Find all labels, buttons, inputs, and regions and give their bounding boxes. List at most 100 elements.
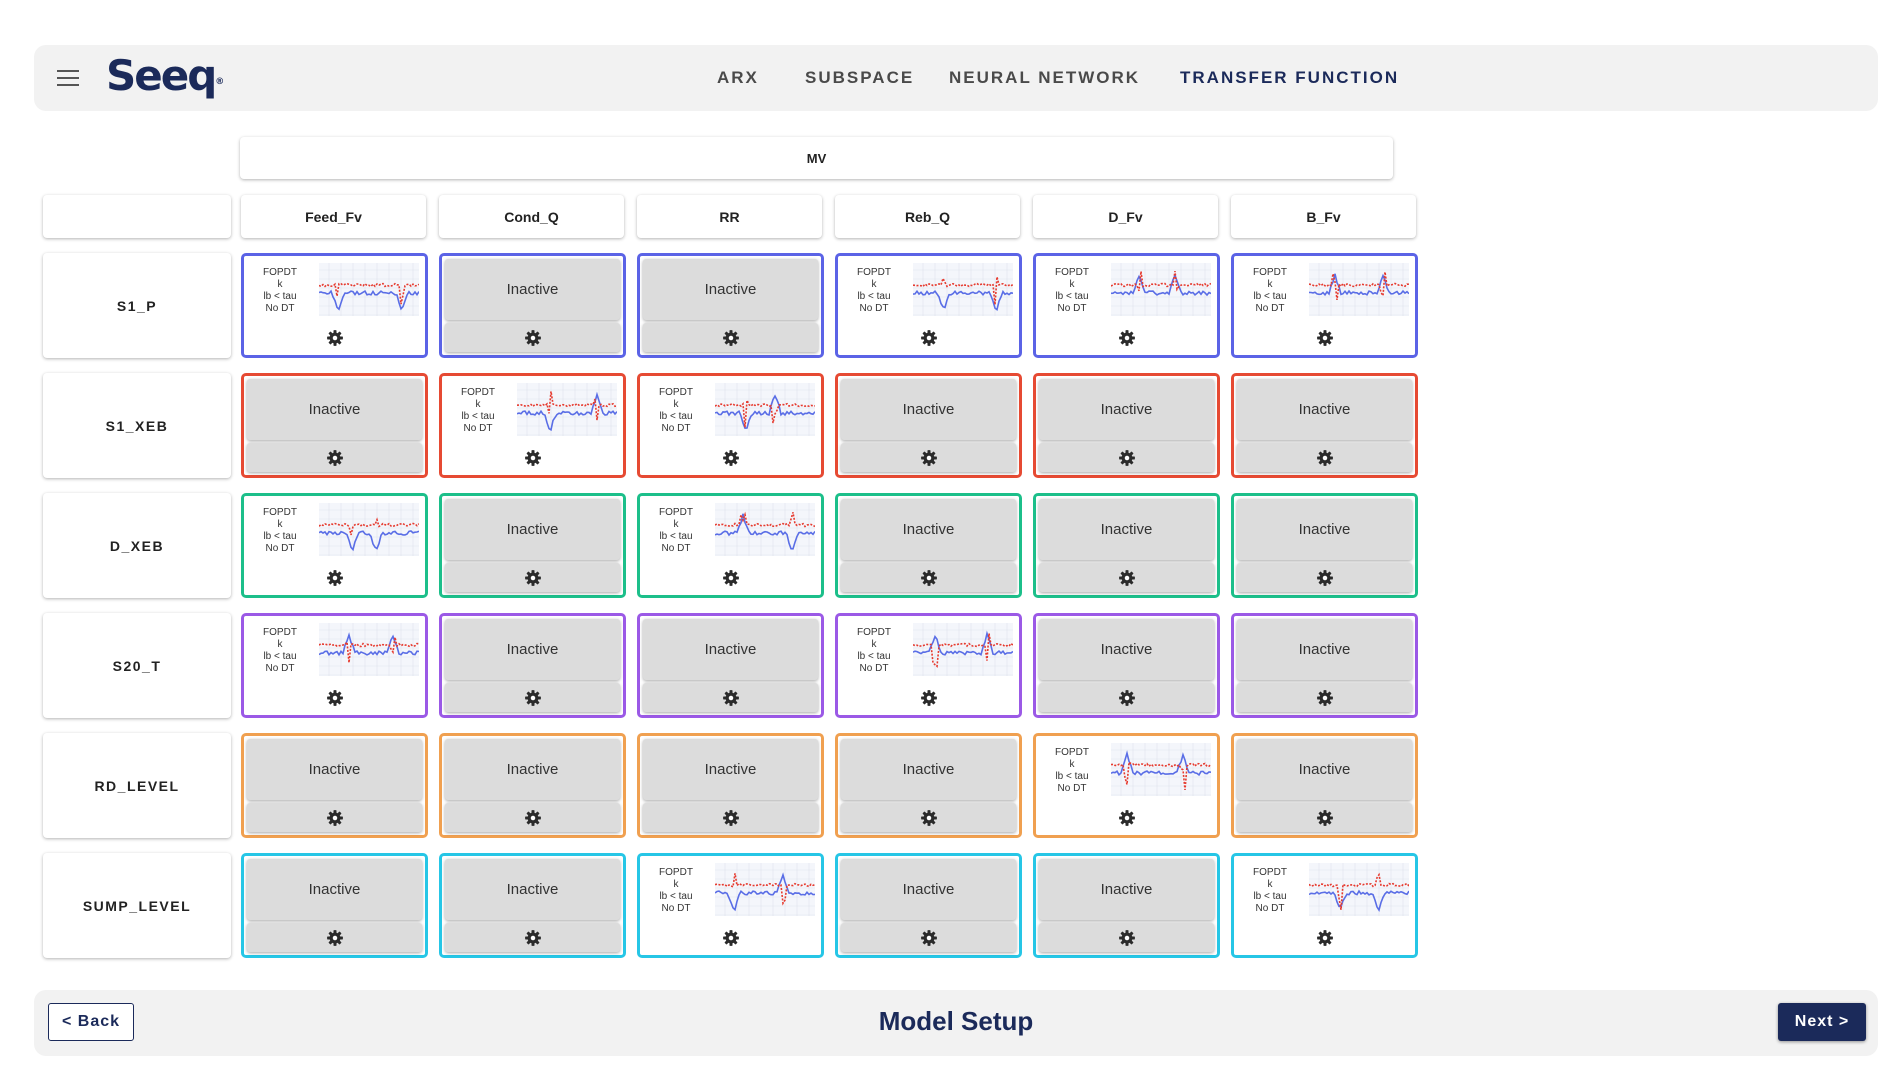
- settings-button[interactable]: [247, 323, 422, 352]
- inactive-toggle[interactable]: Inactive: [643, 739, 818, 800]
- tab-subspace[interactable]: SUBSPACE: [805, 68, 915, 87]
- gear-icon: [722, 329, 739, 346]
- inactive-toggle[interactable]: Inactive: [247, 859, 422, 920]
- model-preview[interactable]: FOPDT k lb < tau No DT: [643, 499, 818, 560]
- model-preview[interactable]: FOPDT k lb < tau No DT: [1039, 259, 1214, 320]
- inactive-toggle[interactable]: Inactive: [1237, 499, 1412, 560]
- inactive-toggle[interactable]: Inactive: [841, 739, 1016, 800]
- settings-button[interactable]: [1039, 323, 1214, 352]
- model-preview[interactable]: FOPDT k lb < tau No DT: [247, 499, 422, 560]
- model-summary-line: FOPDT: [263, 507, 297, 518]
- inactive-toggle[interactable]: Inactive: [1237, 739, 1412, 800]
- inactive-toggle[interactable]: Inactive: [841, 859, 1016, 920]
- gear-icon: [326, 809, 343, 826]
- response-plot: [1309, 263, 1409, 316]
- settings-button[interactable]: [247, 443, 422, 472]
- next-button[interactable]: Next >: [1778, 1003, 1866, 1041]
- inactive-toggle[interactable]: Inactive: [1039, 619, 1214, 680]
- inactive-toggle[interactable]: Inactive: [247, 379, 422, 440]
- row-header-sump-level: SUMP_LEVEL: [43, 853, 231, 958]
- settings-button[interactable]: [1039, 443, 1214, 472]
- settings-button[interactable]: [841, 923, 1016, 952]
- settings-button[interactable]: [643, 563, 818, 592]
- settings-button[interactable]: [643, 803, 818, 832]
- inactive-toggle[interactable]: Inactive: [1039, 499, 1214, 560]
- settings-button[interactable]: [1237, 923, 1412, 952]
- model-type-tabs: ARX SUBSPACE NEURAL NETWORK TRANSFER FUN…: [34, 45, 1878, 111]
- row-header-s1-xeb: S1_XEB: [43, 373, 231, 478]
- model-summary-line: FOPDT: [857, 627, 891, 638]
- model-cell: Inactive: [1231, 493, 1418, 598]
- inactive-toggle[interactable]: Inactive: [1039, 379, 1214, 440]
- model-preview[interactable]: FOPDT k lb < tau No DT: [841, 259, 1016, 320]
- settings-button[interactable]: [1237, 563, 1412, 592]
- settings-button[interactable]: [445, 323, 620, 352]
- hamburger-menu-icon[interactable]: [57, 70, 79, 86]
- inactive-toggle[interactable]: Inactive: [643, 259, 818, 320]
- settings-button[interactable]: [445, 803, 620, 832]
- settings-button[interactable]: [1039, 923, 1214, 952]
- inactive-toggle[interactable]: Inactive: [445, 259, 620, 320]
- settings-button[interactable]: [247, 683, 422, 712]
- model-summary: FOPDT k lb < tau No DT: [647, 387, 705, 435]
- inactive-toggle[interactable]: Inactive: [445, 619, 620, 680]
- model-cell: Inactive: [835, 853, 1022, 958]
- back-button[interactable]: < Back: [48, 1003, 134, 1041]
- tab-neural-network[interactable]: NEURAL NETWORK: [949, 68, 1141, 87]
- inactive-toggle[interactable]: Inactive: [247, 739, 422, 800]
- model-cell: Inactive: [637, 733, 824, 838]
- model-preview[interactable]: FOPDT k lb < tau No DT: [841, 619, 1016, 680]
- tab-arx[interactable]: ARX: [717, 68, 759, 87]
- model-preview[interactable]: FOPDT k lb < tau No DT: [643, 379, 818, 440]
- settings-button[interactable]: [841, 563, 1016, 592]
- model-preview[interactable]: FOPDT k lb < tau No DT: [1237, 259, 1412, 320]
- settings-button[interactable]: [1039, 683, 1214, 712]
- model-summary: FOPDT k lb < tau No DT: [1043, 747, 1101, 795]
- model-preview[interactable]: FOPDT k lb < tau No DT: [247, 259, 422, 320]
- settings-button[interactable]: [247, 923, 422, 952]
- inactive-toggle[interactable]: Inactive: [445, 739, 620, 800]
- gear-icon: [920, 689, 937, 706]
- settings-button[interactable]: [1237, 323, 1412, 352]
- inactive-toggle[interactable]: Inactive: [1237, 379, 1412, 440]
- inactive-toggle[interactable]: Inactive: [1237, 619, 1412, 680]
- settings-button[interactable]: [643, 323, 818, 352]
- model-preview[interactable]: FOPDT k lb < tau No DT: [445, 379, 620, 440]
- settings-button[interactable]: [247, 803, 422, 832]
- inactive-toggle[interactable]: Inactive: [841, 499, 1016, 560]
- model-summary-line: k: [871, 639, 877, 650]
- model-preview[interactable]: FOPDT k lb < tau No DT: [643, 859, 818, 920]
- settings-button[interactable]: [445, 683, 620, 712]
- settings-button[interactable]: [1039, 563, 1214, 592]
- model-summary-line: lb < tau: [659, 411, 693, 422]
- tab-transfer-function[interactable]: TRANSFER FUNCTION: [1180, 68, 1400, 87]
- settings-button[interactable]: [643, 923, 818, 952]
- settings-button[interactable]: [1237, 683, 1412, 712]
- settings-button[interactable]: [445, 443, 620, 472]
- inactive-toggle[interactable]: Inactive: [841, 379, 1016, 440]
- settings-button[interactable]: [445, 563, 620, 592]
- gear-icon: [1118, 689, 1135, 706]
- settings-button[interactable]: [643, 443, 818, 472]
- model-summary-line: FOPDT: [1055, 267, 1089, 278]
- settings-button[interactable]: [841, 803, 1016, 832]
- settings-button[interactable]: [643, 683, 818, 712]
- settings-button[interactable]: [1237, 803, 1412, 832]
- model-summary-line: lb < tau: [461, 411, 495, 422]
- inactive-toggle[interactable]: Inactive: [445, 859, 620, 920]
- settings-button[interactable]: [1237, 443, 1412, 472]
- inactive-toggle[interactable]: Inactive: [643, 619, 818, 680]
- settings-button[interactable]: [841, 323, 1016, 352]
- model-preview[interactable]: FOPDT k lb < tau No DT: [247, 619, 422, 680]
- settings-button[interactable]: [841, 683, 1016, 712]
- settings-button[interactable]: [1039, 803, 1214, 832]
- settings-button[interactable]: [841, 443, 1016, 472]
- model-preview[interactable]: FOPDT k lb < tau No DT: [1039, 739, 1214, 800]
- inactive-toggle[interactable]: Inactive: [1039, 859, 1214, 920]
- model-summary-line: No DT: [1255, 903, 1285, 914]
- settings-button[interactable]: [445, 923, 620, 952]
- model-summary-line: FOPDT: [263, 267, 297, 278]
- inactive-toggle[interactable]: Inactive: [445, 499, 620, 560]
- settings-button[interactable]: [247, 563, 422, 592]
- model-preview[interactable]: FOPDT k lb < tau No DT: [1237, 859, 1412, 920]
